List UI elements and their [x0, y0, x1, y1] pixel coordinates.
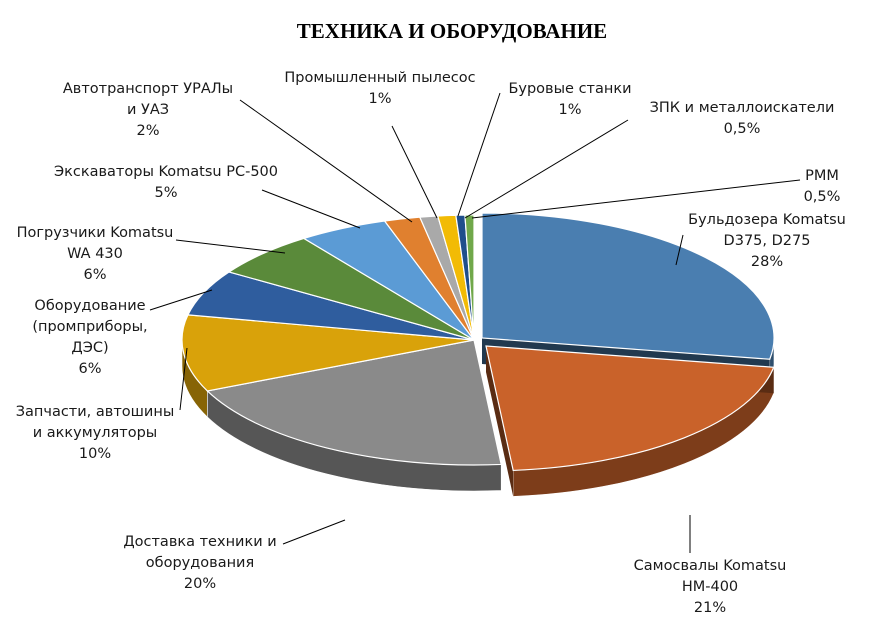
slice-name-label: Экскаваторы Komatsu PC-500	[54, 164, 278, 180]
slice-value-label: 10%	[79, 446, 111, 462]
leader-line	[261, 189, 361, 229]
slice-value-label: 0,5%	[804, 189, 841, 205]
slice-name-label: РММ	[805, 168, 839, 184]
leader-line	[464, 119, 629, 219]
leader-line	[179, 347, 188, 411]
slice-value-label: 0,5%	[724, 121, 761, 137]
leader-line	[175, 239, 286, 254]
slice-name-label: WA 430	[67, 246, 123, 262]
slice-value-label: 21%	[694, 600, 726, 616]
slice-label-12: РММ 0,5%	[471, 168, 841, 219]
slice-name-label: Оборудование	[34, 298, 145, 314]
slice-name-label: Доставка техники и	[123, 534, 276, 550]
slice-name-label: оборудования	[146, 555, 254, 571]
slice-name-label: и УАЗ	[127, 102, 169, 118]
slice-label-6: Погрузчики Komatsu WA 430 6%	[17, 225, 286, 283]
slice-label-11: ЗПК и металлоискатели 0,5%	[464, 100, 835, 219]
slice-name-label: HM-400	[682, 579, 738, 595]
leader-line	[282, 519, 346, 545]
slice-label-7: Экскаваторы Komatsu PC-500 5%	[54, 164, 361, 229]
slice-value-label: 6%	[83, 267, 106, 283]
slice-name-label: Погрузчики Komatsu	[17, 225, 174, 241]
slice-name-label: ДЭС)	[71, 340, 108, 356]
slice-value-label: 5%	[154, 185, 177, 201]
leader-line	[471, 179, 801, 219]
leader-line	[391, 125, 438, 219]
slice-name-label: Бульдозера Komatsu	[688, 212, 846, 228]
slice-name-label: и аккумуляторы	[33, 425, 158, 441]
pie-slice-3	[206, 339, 502, 466]
pie-slice-2	[485, 345, 775, 472]
slice-value-label: 6%	[78, 361, 101, 377]
slice-label-1: Бульдозера Komatsu D375, D275 28%	[675, 212, 846, 270]
slice-label-9: Промышленный пылесос 1%	[284, 70, 476, 219]
leader-line	[239, 99, 413, 223]
slice-value-label: 20%	[184, 576, 216, 592]
slice-name-label: Буровые станки	[508, 81, 631, 97]
slice-name-label: D375, D275	[724, 233, 811, 249]
slice-value-label: 28%	[751, 254, 783, 270]
slice-name-label: Автотранспорт УРАЛы	[63, 81, 233, 97]
slice-name-label: ЗПК и металлоискатели	[650, 100, 835, 116]
leader-line	[675, 234, 684, 266]
slice-name-label: Самосвалы Komatsu	[634, 558, 787, 574]
slice-label-2: Самосвалы Komatsu HM-400 21%	[634, 515, 787, 616]
pie-slice-cut-2	[486, 346, 514, 497]
slice-value-label: 1%	[558, 102, 581, 118]
slice-value-label: 1%	[368, 91, 391, 107]
chart-title: ТЕХНИКА И ОБОРУДОВАНИЕ	[297, 19, 607, 43]
leader-line	[457, 92, 501, 217]
slice-label-8: Автотранспорт УРАЛы и УАЗ 2%	[63, 81, 413, 223]
leader-line	[149, 289, 213, 311]
pie-slice-1	[481, 212, 775, 360]
slice-value-label: 2%	[136, 123, 159, 139]
slice-name-label: Промышленный пылесос	[284, 70, 475, 86]
slice-label-5: Оборудование (промприборы, ДЭС) 6%	[32, 289, 213, 377]
slice-name-label: (промприборы,	[32, 319, 147, 335]
slice-label-3: Доставка техники и оборудования 20%	[123, 519, 346, 592]
slice-label-10: Буровые станки 1%	[457, 81, 632, 217]
slice-name-label: Запчасти, автошины	[16, 404, 175, 420]
slice-label-4: Запчасти, автошины и аккумуляторы 10%	[16, 347, 188, 462]
